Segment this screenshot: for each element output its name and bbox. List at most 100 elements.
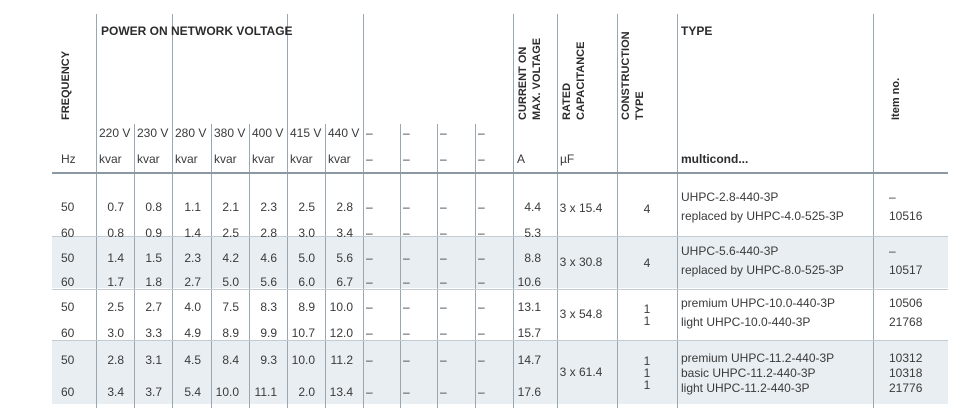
- unit-header: kvar: [137, 152, 160, 166]
- kvar-cell: 6.7: [336, 275, 353, 289]
- item-cell: 10516: [889, 208, 923, 223]
- item-cell: 10506: [889, 296, 923, 310]
- kvar-cell: 6.0: [298, 275, 315, 289]
- kvar-cell: 8.3: [260, 300, 277, 314]
- item-cell: 21768: [889, 315, 923, 329]
- item-cell: 21776: [889, 380, 923, 395]
- voltage-header: –: [478, 126, 485, 140]
- kvar-cell: 1.1: [184, 200, 201, 214]
- kvar-cell: –: [366, 326, 373, 340]
- kvar-cell: –: [440, 200, 447, 214]
- frequency-cell: 60: [61, 326, 75, 340]
- kvar-cell: 1.5: [145, 251, 162, 265]
- frequency-cell: 50: [61, 300, 75, 314]
- kvar-cell: –: [478, 300, 485, 314]
- column-divider: [513, 14, 514, 408]
- current-cell: 10.6: [517, 275, 541, 289]
- kvar-cell: –: [366, 385, 373, 399]
- capacitance-cell: 3 x 15.4: [559, 200, 603, 215]
- kvar-cell: 2.5: [298, 200, 315, 214]
- current-cell: 5.3: [524, 226, 541, 240]
- kvar-cell: 0.8: [107, 226, 124, 240]
- type-cell: light UHPC-10.0-440-3P: [681, 315, 811, 329]
- column-divider: [437, 124, 438, 408]
- kvar-cell: 4.5: [184, 353, 201, 367]
- kvar-cell: 2.3: [260, 200, 277, 214]
- kvar-cell: 2.5: [107, 300, 124, 314]
- type-prefix: multicond...: [681, 152, 749, 166]
- kvar-cell: 1.4: [107, 251, 124, 265]
- unit-header: kvar: [290, 152, 313, 166]
- kvar-cell: –: [440, 326, 447, 340]
- type-cell: light UHPC-11.2-440-3P: [681, 380, 810, 395]
- capacitance-cell: 3 x 61.4: [559, 365, 603, 379]
- frequency-cell: 60: [61, 385, 75, 399]
- current-cell: 15.7: [517, 326, 541, 340]
- current-header-line1: CURRENT ON: [517, 46, 529, 120]
- column-divider: [172, 14, 173, 408]
- kvar-cell: –: [440, 275, 447, 289]
- kvar-cell: 7.5: [222, 300, 239, 314]
- voltage-header: 220 V: [99, 126, 131, 140]
- kvar-cell: 9.9: [260, 326, 277, 340]
- construction-cell: 1: [643, 314, 651, 328]
- column-divider: [475, 124, 476, 408]
- current-cell: 8.8: [524, 251, 541, 265]
- frequency-header: FREQUENCY: [60, 50, 72, 120]
- power-header: POWER ON NETWORK VOLTAGE: [101, 24, 293, 38]
- current-unit: A: [517, 152, 526, 166]
- column-divider: [287, 14, 288, 408]
- kvar-cell: 2.8: [336, 200, 353, 214]
- kvar-cell: 1.4: [184, 226, 201, 240]
- kvar-cell: 2.7: [184, 275, 201, 289]
- column-divider: [873, 14, 874, 408]
- kvar-cell: 4.9: [184, 326, 201, 340]
- voltage-header: –: [366, 126, 373, 140]
- column-divider: [363, 14, 364, 408]
- kvar-cell: 5.0: [298, 251, 315, 265]
- kvar-cell: –: [440, 353, 447, 367]
- unit-header: –: [403, 152, 410, 166]
- kvar-cell: 2.8: [260, 226, 277, 240]
- kvar-cell: 5.6: [260, 275, 277, 289]
- kvar-cell: –: [366, 300, 373, 314]
- item-cell: –: [889, 189, 896, 204]
- kvar-cell: 2.5: [222, 226, 239, 240]
- kvar-cell: 10.0: [215, 385, 239, 399]
- construction-cell: 4: [643, 201, 651, 216]
- kvar-cell: –: [403, 275, 410, 289]
- frequency-cell: 60: [61, 226, 75, 240]
- kvar-cell: –: [403, 300, 410, 314]
- kvar-cell: –: [478, 353, 485, 367]
- kvar-cell: 0.9: [145, 226, 162, 240]
- kvar-cell: –: [478, 251, 485, 265]
- type-cell: UHPC-2.8-440-3P: [681, 189, 779, 204]
- capacitance-header-line1: RATED: [561, 82, 573, 120]
- kvar-cell: 4.6: [260, 251, 277, 265]
- item-cell: 10312: [889, 350, 923, 365]
- kvar-cell: 5.4: [184, 385, 201, 399]
- unit-header: –: [366, 152, 373, 166]
- kvar-cell: 5.0: [222, 275, 239, 289]
- kvar-cell: 1.7: [107, 275, 124, 289]
- column-divider: [249, 124, 250, 408]
- kvar-cell: 3.4: [107, 385, 124, 399]
- kvar-cell: 0.8: [145, 200, 162, 214]
- type-cell: replaced by UHPC-8.0-525-3P: [681, 263, 844, 277]
- kvar-cell: 8.9: [222, 326, 239, 340]
- column-divider: [557, 14, 558, 408]
- kvar-cell: 8.9: [298, 300, 315, 314]
- group-divider: [52, 340, 948, 341]
- unit-header: kvar: [214, 152, 237, 166]
- kvar-cell: –: [440, 385, 447, 399]
- kvar-cell: –: [366, 226, 373, 240]
- row-band: [52, 340, 948, 404]
- kvar-cell: –: [478, 275, 485, 289]
- kvar-cell: –: [366, 353, 373, 367]
- kvar-cell: –: [478, 200, 485, 214]
- column-divider: [400, 124, 401, 408]
- column-divider: [134, 124, 135, 408]
- construction-cell: 1: [643, 354, 651, 368]
- group-divider: [52, 236, 948, 237]
- kvar-cell: 12.0: [329, 326, 353, 340]
